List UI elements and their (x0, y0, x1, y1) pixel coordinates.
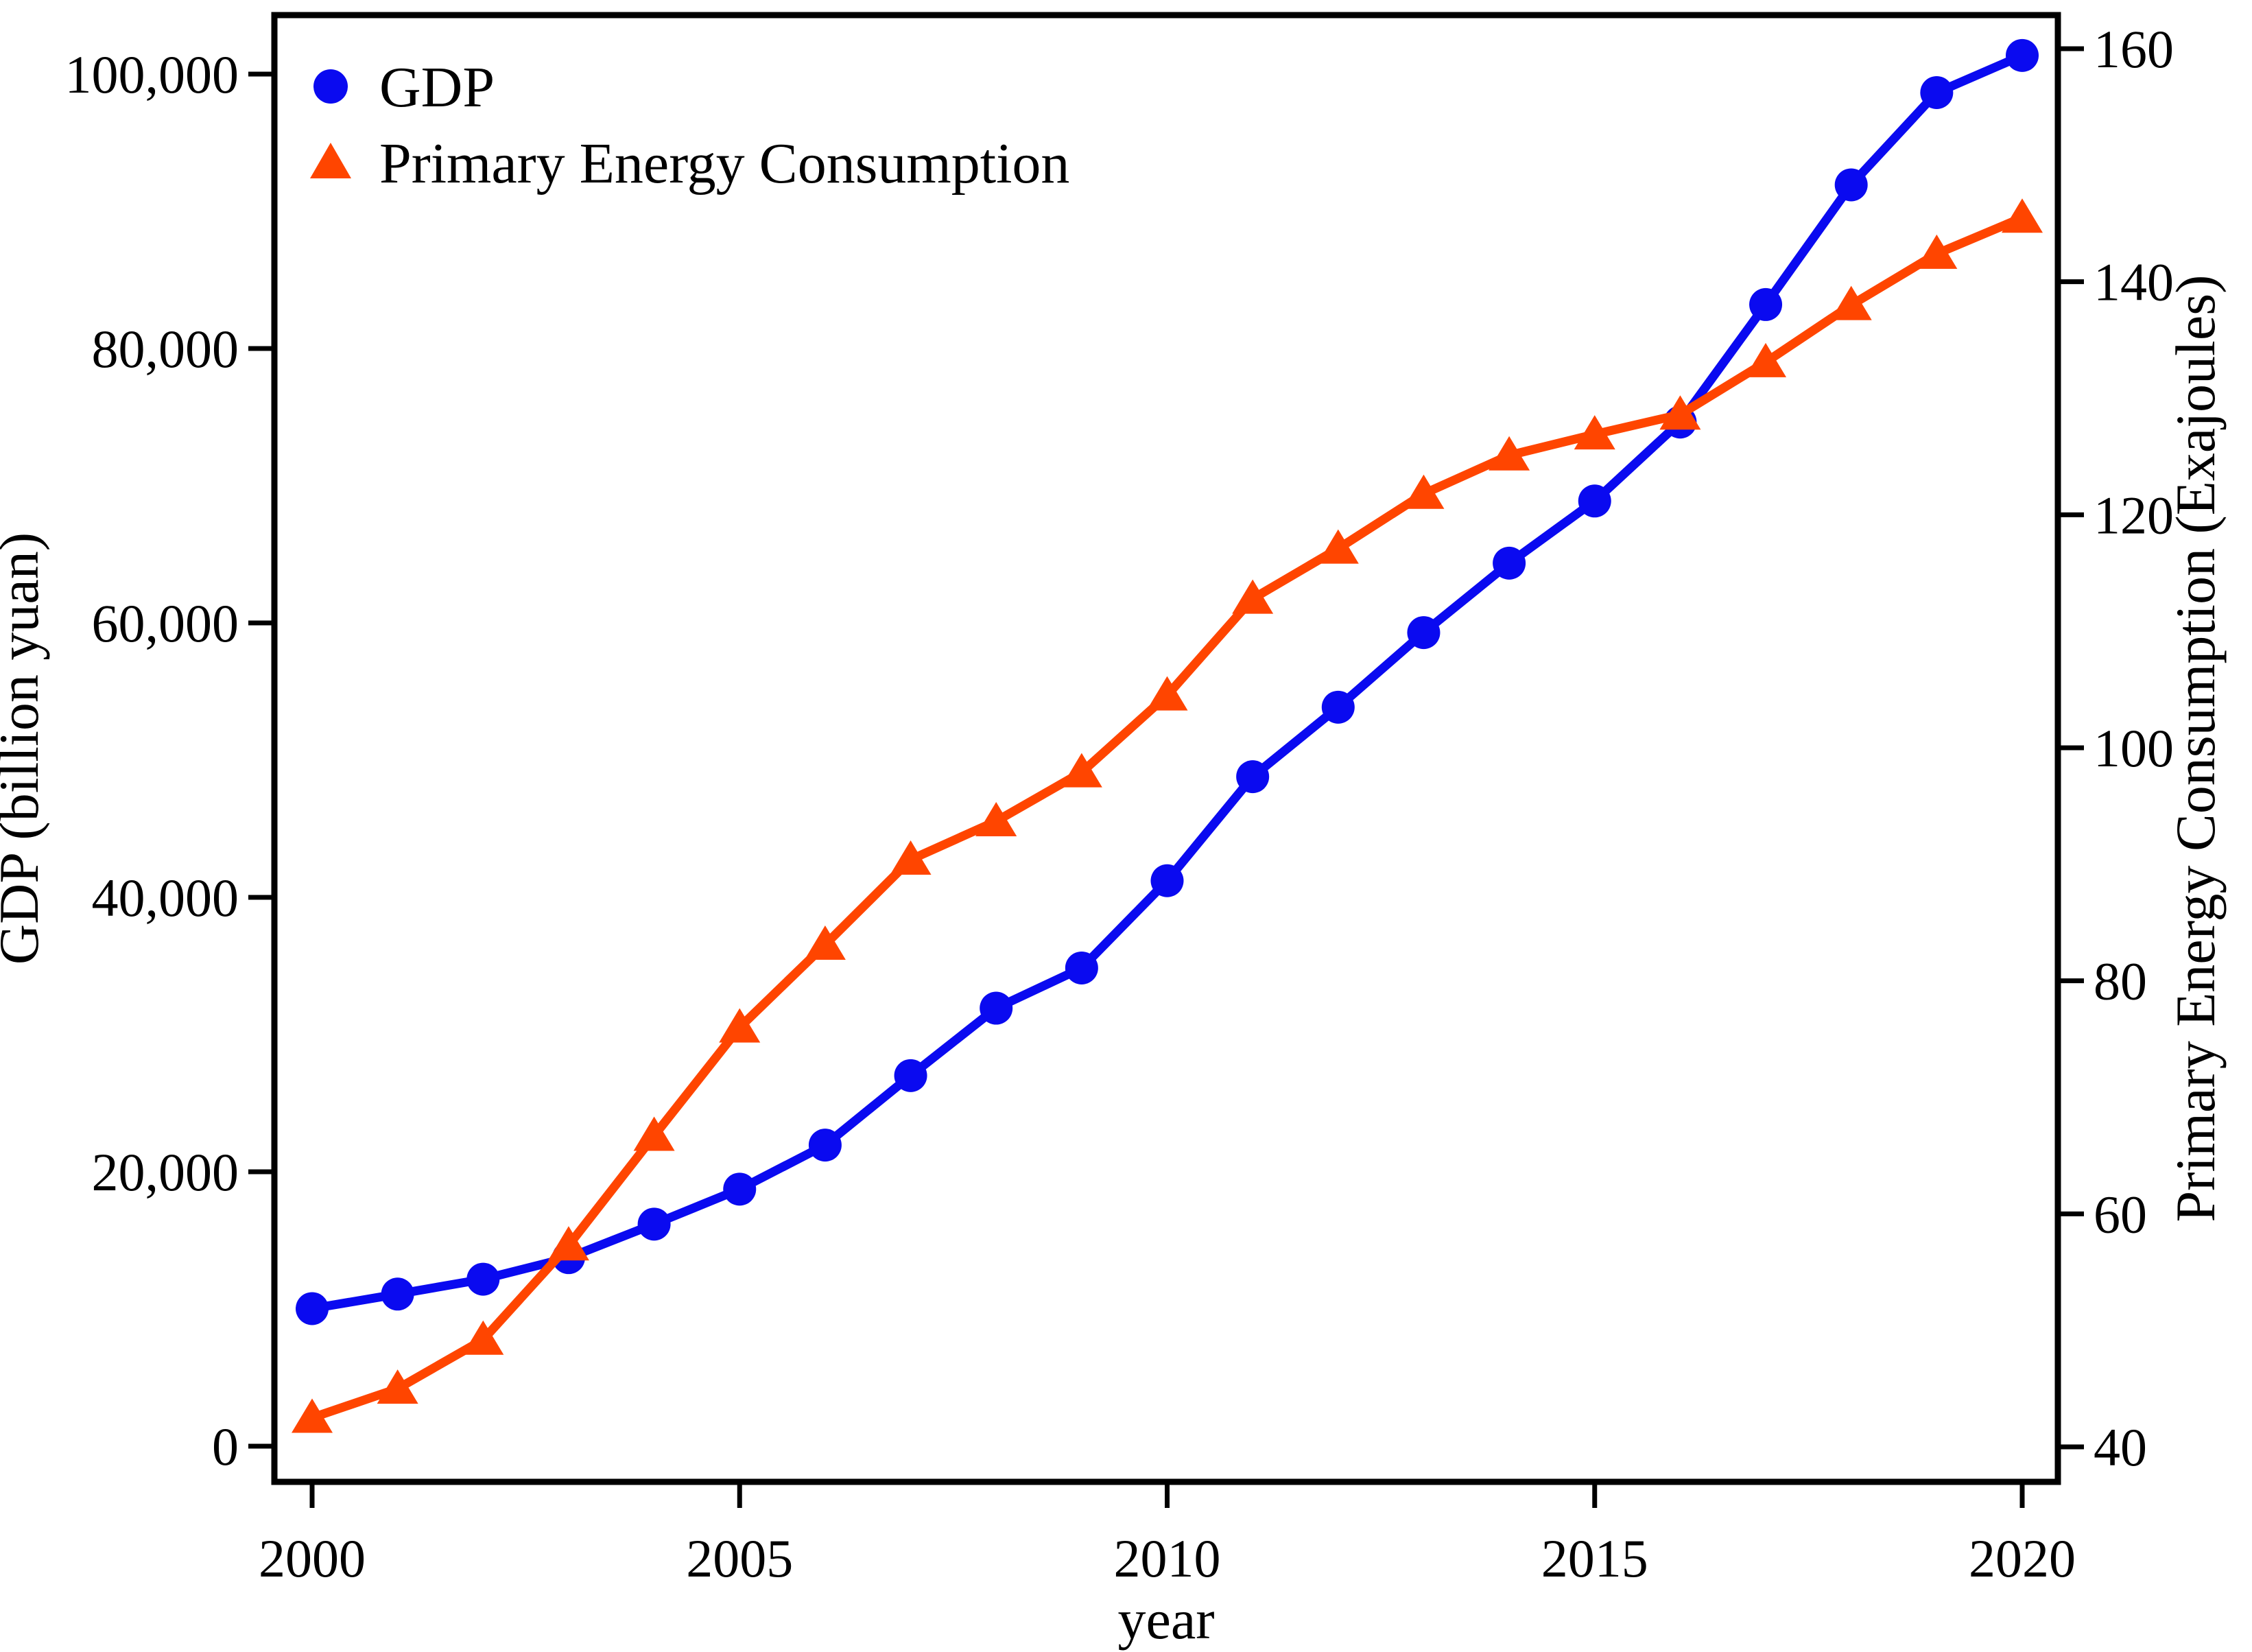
left-tick-label: 100,000 (65, 45, 239, 104)
left-tick-label: 60,000 (92, 593, 239, 653)
right-tick-label: 120 (2094, 485, 2174, 545)
x-tick-label: 2020 (1969, 1529, 2076, 1588)
right-tick-label: 160 (2094, 19, 2174, 79)
data-point-gdp-2007 (894, 1059, 927, 1092)
data-point-gdp-2004 (637, 1207, 671, 1241)
data-point-gdp-2010 (1150, 864, 1184, 897)
data-point-primary-energy-consumption-2000 (292, 1398, 333, 1433)
data-point-gdp-2013 (1407, 616, 1441, 650)
data-point-gdp-2017 (1749, 287, 1783, 321)
data-point-primary-energy-consumption-2019 (1916, 234, 1958, 269)
x-tick-label: 2015 (1541, 1529, 1648, 1588)
data-point-gdp-2009 (1065, 951, 1098, 984)
right-tick-label: 140 (2094, 252, 2174, 312)
legend-gdp-label: GDP (379, 56, 495, 119)
data-point-gdp-2005 (723, 1172, 757, 1206)
left-tick-label: 80,000 (92, 319, 239, 379)
data-point-primary-energy-consumption-2006 (804, 925, 846, 960)
data-point-primary-energy-consumption-2007 (890, 840, 932, 875)
right-tick-label: 80 (2094, 952, 2147, 1011)
data-point-gdp-2011 (1236, 760, 1270, 794)
x-axis-ticks: 2000 2005 2010 2015 2020 (259, 1482, 2076, 1588)
data-point-primary-energy-consumption-2010 (1146, 676, 1188, 711)
data-point-gdp-2019 (1920, 75, 1954, 109)
left-axis-title: GDP (billion yuan) (0, 532, 50, 965)
data-point-gdp-2001 (381, 1277, 414, 1311)
data-point-gdp-2020 (2006, 38, 2039, 72)
data-point-primary-energy-consumption-2003 (547, 1226, 589, 1261)
data-point-primary-energy-consumption-2011 (1232, 579, 1274, 614)
data-point-primary-energy-consumption-2017 (1745, 342, 1787, 377)
left-axis-ticks: 0 20,000 40,000 60,000 80,000 100,000 (65, 45, 274, 1476)
data-point-primary-energy-consumption-2015 (1574, 415, 1615, 450)
data-point-gdp-2018 (1834, 168, 1868, 202)
data-point-gdp-2008 (980, 991, 1013, 1025)
series-lines (292, 38, 2043, 1433)
data-point-primary-energy-consumption-2009 (1060, 753, 1102, 788)
data-point-primary-energy-consumption-2013 (1403, 474, 1445, 509)
left-tick-label: 0 (212, 1417, 239, 1476)
data-point-primary-energy-consumption-2008 (975, 801, 1017, 836)
x-tick-label: 2005 (686, 1529, 793, 1588)
legend-gdp-marker-icon (313, 69, 348, 104)
data-point-primary-energy-consumption-2018 (1830, 285, 1872, 320)
right-tick-label: 100 (2094, 718, 2174, 778)
legend-energy-marker-icon (310, 143, 351, 178)
right-axis-ticks: 40 60 80 100 120 140 160 (2058, 19, 2174, 1477)
data-point-gdp-2002 (466, 1262, 500, 1296)
x-tick-label: 2010 (1114, 1529, 1221, 1588)
data-point-primary-energy-consumption-2014 (1489, 436, 1530, 471)
x-axis-title: year (1117, 1588, 1214, 1651)
data-point-primary-energy-consumption-2005 (719, 1008, 761, 1043)
data-point-gdp-2006 (808, 1129, 842, 1162)
data-point-primary-energy-consumption-2020 (2002, 198, 2043, 233)
data-point-gdp-2000 (296, 1292, 329, 1325)
data-point-primary-energy-consumption-2016 (1659, 395, 1701, 430)
right-tick-label: 60 (2094, 1184, 2147, 1244)
data-point-primary-energy-consumption-2002 (462, 1320, 504, 1355)
data-point-primary-energy-consumption-2012 (1317, 529, 1359, 564)
data-point-gdp-2015 (1578, 484, 1611, 518)
right-axis-title: Primary Energy Consumption (Exajoules) (2164, 275, 2227, 1223)
left-tick-label: 20,000 (92, 1142, 239, 1202)
data-point-gdp-2014 (1493, 546, 1526, 580)
right-tick-label: 40 (2094, 1417, 2147, 1477)
data-point-primary-energy-consumption-2001 (377, 1369, 418, 1404)
legend: GDP Primary Energy Consumption (310, 56, 1069, 196)
left-tick-label: 40,000 (92, 868, 239, 928)
data-point-gdp-2012 (1321, 690, 1355, 724)
data-point-primary-energy-consumption-2004 (633, 1116, 675, 1151)
x-tick-label: 2000 (259, 1529, 366, 1588)
legend-energy-label: Primary Energy Consumption (379, 132, 1069, 196)
